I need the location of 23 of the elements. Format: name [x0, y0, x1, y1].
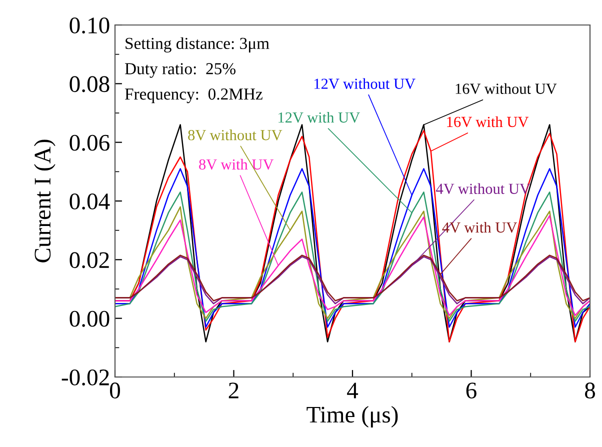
text: 8V with UV — [199, 158, 274, 170]
y-tick-label: -0.02 — [62, 369, 109, 386]
y-tick-label: 0.08 — [70, 76, 110, 92]
text: 16V without UV — [456, 83, 557, 94]
annotation: Frequency: 0.2MHz — [124, 88, 262, 104]
y-tick-label: 0.04 — [70, 193, 110, 210]
x-tick-label: 4 — [347, 382, 358, 398]
text: 8V without UV — [188, 130, 282, 140]
y-tick-label: 0.06 — [70, 134, 110, 151]
y-tick-label: 0.00 — [70, 310, 110, 327]
text: 12V without UV — [314, 78, 416, 90]
y-axis-title: Current I (A) — [34, 140, 56, 262]
x-tick-label: 0 — [110, 382, 120, 398]
y-tick-label: 0.10 — [70, 17, 110, 34]
x-tick-label: 8 — [584, 382, 596, 398]
x-tick-label: 2 — [228, 382, 238, 398]
x-tick-label: 6 — [466, 382, 476, 398]
x-axis-title: Time (μs) — [306, 406, 398, 428]
series-label: 16V with UV — [447, 116, 529, 128]
y-tick-label: 0.02 — [70, 252, 109, 268]
text: 12V with UV — [278, 112, 360, 123]
annotation: Setting distance: 3μm — [126, 37, 270, 52]
annotation: Duty ratio: 25% — [124, 63, 236, 78]
